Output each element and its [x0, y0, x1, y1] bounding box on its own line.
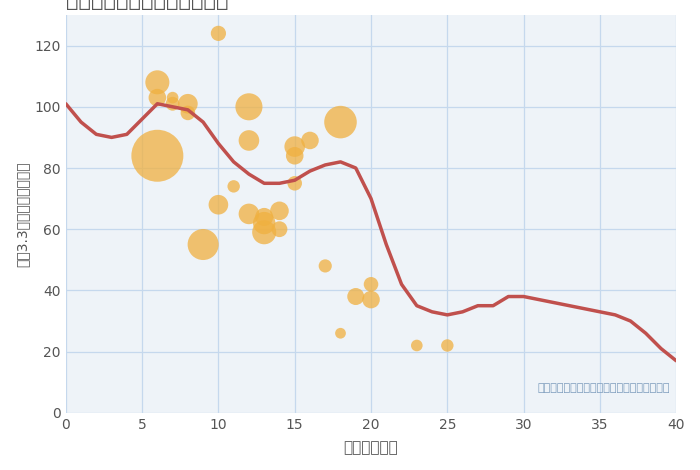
Point — [244, 103, 255, 110]
Text: 円の大きさは、取引のあった物件面積を示す: 円の大きさは、取引のあった物件面積を示す — [538, 383, 670, 393]
Point — [274, 207, 285, 215]
Point — [182, 109, 193, 117]
Point — [182, 100, 193, 108]
Point — [320, 262, 331, 270]
X-axis label: 築年数（年）: 築年数（年） — [344, 440, 398, 455]
Point — [152, 152, 163, 159]
Point — [258, 219, 270, 227]
Point — [274, 226, 285, 233]
Y-axis label: 坪（3.3㎡）単価（万円）: 坪（3.3㎡）単価（万円） — [15, 161, 29, 266]
Point — [411, 342, 422, 349]
Point — [152, 78, 163, 86]
Point — [365, 296, 377, 303]
Point — [258, 228, 270, 236]
Point — [258, 213, 270, 221]
Point — [244, 137, 255, 144]
Point — [167, 94, 178, 102]
Point — [335, 329, 346, 337]
Point — [213, 30, 224, 37]
Point — [289, 152, 300, 159]
Point — [213, 201, 224, 209]
Point — [442, 342, 453, 349]
Point — [197, 241, 209, 248]
Point — [289, 143, 300, 150]
Point — [244, 210, 255, 218]
Point — [335, 118, 346, 126]
Point — [289, 180, 300, 187]
Point — [365, 281, 377, 288]
Point — [152, 94, 163, 102]
Point — [350, 293, 361, 300]
Point — [228, 183, 239, 190]
Point — [167, 100, 178, 108]
Text: 築年数別中古マンション価格: 築年数別中古マンション価格 — [66, 0, 228, 10]
Point — [304, 137, 316, 144]
